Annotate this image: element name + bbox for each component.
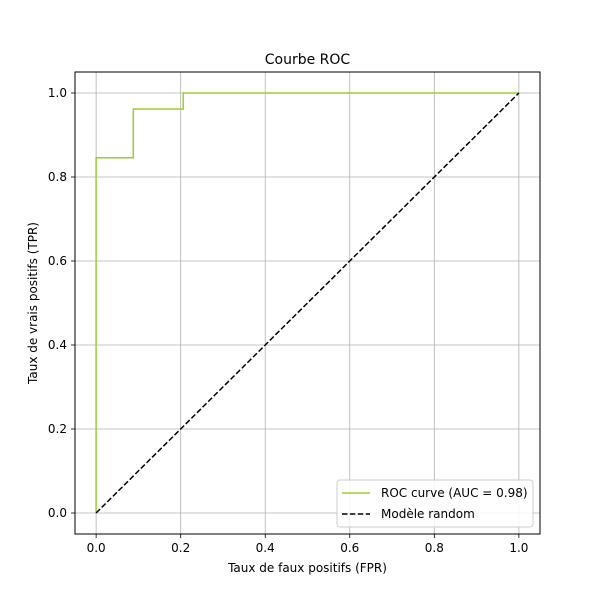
roc-curve-line (95, 92, 519, 513)
y-axis-ticks: 0.0 0.2 0.4 0.6 0.8 1.0 (48, 86, 75, 520)
x-tick-label: 0.8 (425, 541, 444, 555)
legend-label-random: Modèle random (381, 507, 475, 521)
x-tick-label: 0.0 (87, 541, 106, 555)
random-model-line (95, 92, 520, 514)
x-tick-label: 1.0 (509, 541, 528, 555)
y-axis-label: Taux de vrais positifs (TPR) (26, 222, 40, 385)
plot-frame (74, 71, 541, 535)
y-tick-label: 0.2 (48, 422, 67, 436)
y-tick-label: 0.4 (48, 338, 67, 352)
x-tick-label: 0.4 (256, 541, 275, 555)
y-tick-label: 0.6 (48, 254, 67, 268)
grid-lines (75, 72, 540, 534)
legend-label-roc: ROC curve (AUC = 0.98) (381, 486, 528, 500)
x-axis-label: Taux de faux positifs (FPR) (227, 561, 387, 575)
series-layer (95, 92, 520, 514)
y-tick-label: 1.0 (48, 86, 67, 100)
legend: ROC curve (AUC = 0.98) Modèle random (336, 479, 534, 528)
x-axis-ticks: 0.0 0.2 0.4 0.6 0.8 1.0 (87, 534, 528, 555)
x-tick-label: 0.2 (171, 541, 190, 555)
legend-box (336, 479, 534, 528)
x-tick-label: 0.6 (340, 541, 359, 555)
chart-title: Courbe ROC (265, 52, 351, 68)
y-tick-label: 0.8 (48, 170, 67, 184)
y-tick-label: 0.0 (48, 506, 67, 520)
